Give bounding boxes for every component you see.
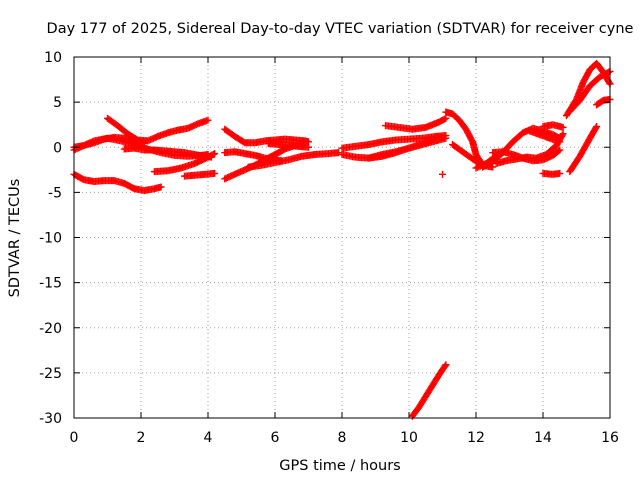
series-arc-16: [382, 114, 450, 133]
data-point: [305, 143, 312, 151]
data-point: [442, 361, 450, 369]
data-point: [140, 139, 148, 147]
x-axis-label: GPS time / hours: [279, 458, 400, 474]
data-point: [556, 138, 564, 146]
data-point: [558, 131, 566, 139]
x-tick-label: 4: [204, 430, 213, 446]
series-arc-7: [181, 169, 219, 180]
data-point: [556, 169, 564, 177]
data-point: [204, 116, 212, 124]
data-point: [442, 114, 450, 122]
x-axis: 0 2 4 6 8 10 12 14 16: [70, 57, 619, 446]
y-tick-label: -30: [39, 411, 62, 427]
data-point: [559, 123, 567, 131]
series-arc-19: [439, 170, 446, 178]
y-tick-label: 5: [53, 95, 62, 111]
data-point: [441, 115, 449, 123]
data-point: [157, 183, 165, 191]
y-tick-label: -5: [48, 185, 62, 201]
data-point: [442, 134, 450, 142]
y-tick-label: -25: [39, 366, 62, 382]
data-point: [556, 146, 564, 154]
series-arc-6: [150, 150, 219, 176]
series-arc-17: [408, 361, 450, 420]
y-tick-label: 0: [53, 140, 62, 156]
series-arc-29: [566, 67, 614, 115]
data-point: [441, 362, 449, 370]
y-axis: -30 -25 -20 -15 -10 -5 0 5 10: [39, 50, 610, 427]
data-point: [492, 152, 500, 160]
x-tick-label: 10: [400, 430, 418, 446]
series-arc-26: [472, 152, 500, 172]
x-tick-label: 8: [338, 430, 347, 446]
y-tick-label: 10: [44, 50, 62, 66]
grid: [74, 57, 610, 418]
y-tick-label: -15: [39, 276, 62, 292]
x-tick-label: 2: [137, 430, 146, 446]
series-arc-11: [244, 149, 343, 171]
data-point: [605, 79, 613, 87]
x-tick-label: 16: [601, 430, 619, 446]
series-arc-27: [539, 169, 564, 178]
y-tick-label: -10: [39, 231, 62, 247]
data-point: [211, 169, 219, 177]
data-point: [592, 124, 600, 132]
series-arc-5: [120, 144, 215, 161]
x-tick-label: 14: [534, 430, 552, 446]
data-point: [209, 150, 217, 158]
data-point: [555, 147, 563, 155]
data-point: [491, 153, 499, 161]
data-point: [559, 130, 567, 138]
chart-title: Day 177 of 2025, Sidereal Day-to-day VTE…: [47, 21, 634, 37]
series-arc-9: [221, 125, 312, 147]
y-tick-label: -20: [39, 321, 62, 337]
x-tick-label: 6: [271, 430, 280, 446]
series-arc-24: [526, 127, 564, 146]
data-points: [70, 59, 614, 420]
series-arc-30: [566, 122, 601, 176]
series-arc-4: [70, 133, 148, 151]
series-arc-12: [264, 140, 312, 151]
x-tick-label: 0: [70, 430, 79, 446]
data-point: [593, 122, 601, 130]
data-point: [211, 150, 219, 158]
x-tick-label: 12: [467, 430, 485, 446]
series-arc-2: [70, 170, 165, 195]
y-axis-label: SDTVAR / TECUs: [7, 179, 23, 298]
series-arc-25: [539, 121, 567, 131]
data-point: [439, 170, 446, 178]
series-arc-15: [365, 134, 450, 162]
